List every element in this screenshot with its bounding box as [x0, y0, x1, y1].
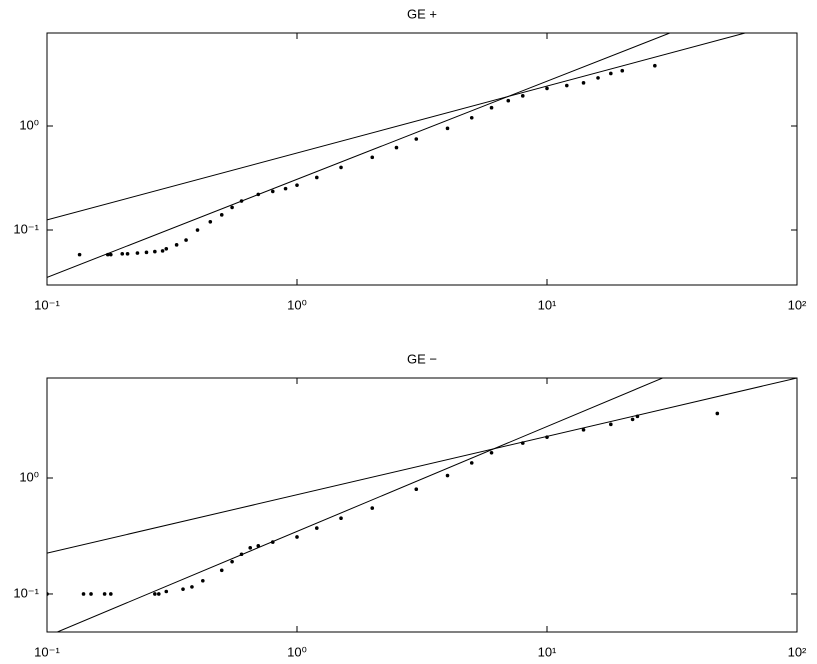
point: [564, 83, 569, 88]
x-tick-label: 10⁰: [287, 297, 307, 312]
panel: GE − 10⁻¹ 10⁰ 10¹ 10² 10⁻¹ 10⁰: [13, 351, 807, 659]
point: [506, 98, 511, 103]
point: [230, 205, 234, 210]
fit-line: [57, 378, 663, 632]
point: [339, 165, 343, 170]
point: [545, 86, 549, 91]
point: [653, 63, 657, 68]
point: [256, 544, 261, 548]
point: [581, 428, 586, 432]
point: [596, 76, 600, 80]
x-tick-label: 10²: [788, 297, 807, 312]
point: [414, 137, 419, 141]
point: [201, 578, 205, 583]
y-tick-label: 10⁻¹: [13, 221, 39, 236]
point: [153, 592, 157, 596]
x-tick-label: 10⁰: [287, 644, 307, 659]
y-tick-label: 10⁰: [19, 117, 39, 132]
fit-line: [47, 378, 797, 554]
point: [102, 592, 107, 596]
point: [153, 249, 157, 254]
point: [394, 145, 399, 150]
point: [230, 559, 234, 564]
point: [445, 126, 450, 131]
plot-area: [47, 378, 797, 632]
point: [581, 81, 586, 85]
point: [715, 411, 720, 416]
point: [77, 252, 82, 257]
point: [208, 219, 213, 224]
point: [295, 535, 299, 539]
point: [469, 115, 474, 120]
point: [620, 68, 625, 73]
point: [414, 487, 419, 492]
point: [314, 175, 319, 180]
y-tick-label: 10⁰: [19, 469, 39, 484]
y-tick-label: 10⁻¹: [13, 585, 39, 600]
x-tick-label: 10⁻¹: [34, 297, 60, 312]
x-tick-label: 10⁻¹: [34, 644, 60, 659]
point: [109, 252, 113, 257]
point: [219, 213, 224, 217]
point: [184, 238, 188, 242]
plot-frame: [46, 32, 798, 286]
point: [160, 249, 165, 253]
point: [339, 516, 343, 521]
point: [120, 252, 125, 256]
point: [469, 461, 474, 465]
point: [219, 568, 224, 573]
point: [489, 105, 494, 110]
point: [195, 228, 200, 232]
plot-frame: [46, 377, 798, 633]
fit-line: [47, 33, 746, 221]
point: [181, 587, 185, 591]
point: [609, 71, 613, 76]
point: [248, 546, 253, 550]
point: [370, 155, 375, 160]
point: [295, 183, 299, 187]
chart-title: GE −: [407, 351, 437, 366]
point: [630, 417, 635, 422]
panel: GE + 10⁻¹ 10⁰ 10¹ 10² 10⁻¹ 10⁰: [13, 6, 807, 312]
point: [520, 94, 525, 98]
x-tick-label: 10²: [788, 644, 807, 659]
point: [156, 592, 161, 596]
point: [489, 450, 494, 455]
fit-line: [47, 33, 671, 278]
point: [609, 422, 613, 427]
point: [445, 473, 450, 478]
point: [109, 592, 113, 596]
point: [314, 526, 319, 530]
point: [190, 585, 194, 589]
point: [174, 243, 179, 247]
point: [135, 251, 140, 255]
plot-area: [47, 33, 746, 278]
point: [81, 592, 86, 596]
point: [283, 186, 288, 191]
point: [164, 589, 169, 594]
point: [370, 506, 375, 510]
x-tick-label: 10¹: [538, 644, 557, 659]
chart-title: GE +: [407, 6, 437, 21]
point: [270, 189, 275, 194]
point: [125, 252, 130, 256]
point: [89, 592, 93, 596]
x-tick-label: 10¹: [538, 297, 557, 312]
point: [47, 592, 49, 596]
point: [164, 246, 169, 251]
point: [144, 250, 149, 255]
